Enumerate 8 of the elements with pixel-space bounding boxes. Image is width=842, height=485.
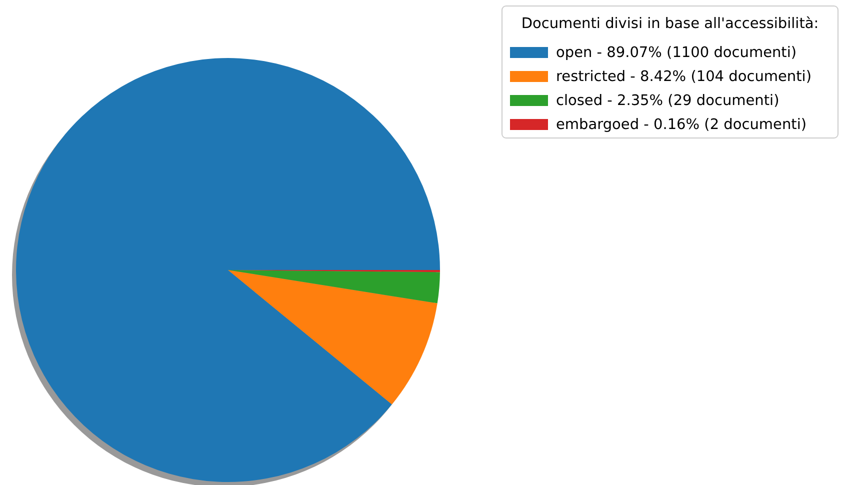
legend-label: restricted - 8.42% (104 documenti) <box>556 69 812 85</box>
legend-label: embargoed - 0.16% (2 documenti) <box>556 117 807 133</box>
legend-title: Documenti divisi in base all'accessibilità: <box>521 16 819 32</box>
pie-slice <box>228 270 440 304</box>
legend-label: closed - 2.35% (29 documenti) <box>556 93 780 109</box>
legend-label: open - 89.07% (1100 documenti) <box>556 45 797 61</box>
pie-slice <box>16 58 440 482</box>
pie-slice <box>228 270 438 404</box>
